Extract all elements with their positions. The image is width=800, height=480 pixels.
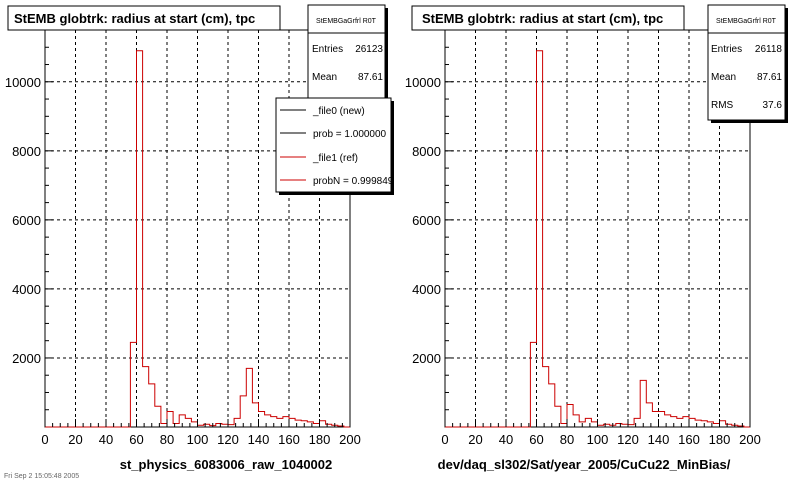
x-tick-label: 40: [99, 432, 113, 447]
y-tick-label: 6000: [12, 213, 41, 228]
x-tick-label: 180: [309, 432, 331, 447]
title-box: [7, 5, 281, 31]
x-tick-label: 160: [678, 432, 700, 447]
panel-1: StEMB globtrk: radius at start (cm), tpc…: [5, 4, 394, 472]
x-tick-label: 140: [248, 432, 270, 447]
y-axis: 2000 4000 6000 8000 10000: [405, 29, 453, 411]
histogram-line: [45, 50, 350, 428]
chart-title: StEMB globtrk: radius at start (cm), tpc: [422, 11, 663, 26]
y-tick-label: 6000: [412, 213, 441, 228]
histogram: [45, 50, 350, 428]
panel-2: StEMB globtrk: radius at start (cm), tpc…: [405, 4, 788, 472]
legend-entry: probN = 0.999849: [280, 176, 394, 187]
x-tick-label: 20: [68, 432, 82, 447]
x-tick-label: 80: [560, 432, 574, 447]
x-tick-label: 200: [739, 432, 761, 447]
x-tick-label: 120: [617, 432, 639, 447]
stats-label-mean: Mean: [312, 72, 337, 83]
x-tick-label: 180: [709, 432, 731, 447]
stats-value-rms: 37.6: [763, 100, 783, 111]
legend-entry: _file1 (ref): [280, 153, 358, 164]
y-tick-label: 4000: [412, 282, 441, 297]
x-tick-label: 160: [278, 432, 300, 447]
y-tick-label: 2000: [12, 351, 41, 366]
chart-title: StEMB globtrk: radius at start (cm), tpc: [14, 11, 255, 26]
x-tick-label: 200: [339, 432, 361, 447]
y-tick-label: 8000: [12, 144, 41, 159]
stats-name: StEMBGaGrfrl R0T: [716, 18, 777, 25]
footer-timestamp: Fri Sep 2 15:05:48 2005: [4, 473, 79, 480]
histogram-line: [445, 50, 750, 428]
y-tick-label: 8000: [412, 144, 441, 159]
x-tick-label: 20: [468, 432, 482, 447]
x-tick-label: 80: [160, 432, 174, 447]
y-tick-label: 4000: [12, 282, 41, 297]
x-tick-label: 120: [217, 432, 239, 447]
legend-label: _file1 (ref): [312, 153, 358, 164]
y-axis: 2000 4000 6000 8000 10000: [5, 29, 53, 411]
stats-box: [707, 4, 786, 121]
x-tick-label: 0: [441, 432, 448, 447]
x-tick-label: 60: [529, 432, 543, 447]
x-tick-label: 100: [587, 432, 609, 447]
stats-label-rms: RMS: [711, 100, 734, 111]
legend-label: prob = 1.000000: [313, 129, 387, 140]
stats-value-entries: 26118: [755, 44, 783, 55]
stats-label-mean: Mean: [711, 72, 736, 83]
stats-value-entries: 26123: [355, 44, 383, 55]
y-tick-label: 10000: [405, 75, 441, 90]
x-axis: 0 20 40 60 80 100 120 140 160 180 200: [41, 419, 361, 447]
legend-entry: prob = 1.000000: [280, 129, 387, 140]
legend-label: probN = 0.999849: [313, 176, 394, 187]
x-tick-label: 60: [129, 432, 143, 447]
stats-label-entries: Entries: [312, 44, 343, 55]
legend-entry: _file0 (new): [280, 106, 365, 117]
grid: [445, 30, 750, 427]
x-tick-label: 40: [499, 432, 513, 447]
x-axis: 0 20 40 60 80 100 120 140 160 180 200: [441, 419, 761, 447]
x-axis-label: dev/daq_sl302/Sat/year_2005/CuCu22_MinBi…: [438, 457, 731, 472]
y-tick-label: 10000: [5, 75, 41, 90]
x-tick-label: 100: [187, 432, 209, 447]
x-tick-label: 140: [648, 432, 670, 447]
stats-name: StEMBGaGrfrl R0T: [316, 18, 377, 25]
stats-value-mean: 87.61: [358, 72, 383, 83]
stats-value-mean: 87.61: [757, 72, 782, 83]
y-tick-label: 2000: [412, 351, 441, 366]
histogram: [445, 50, 750, 428]
x-tick-label: 0: [41, 432, 48, 447]
x-axis-label: st_physics_6083006_raw_1040002: [120, 457, 333, 472]
legend-box: [275, 97, 392, 193]
stats-label-entries: Entries: [711, 44, 742, 55]
title-box: [411, 5, 685, 31]
legend-label: _file0 (new): [312, 106, 365, 117]
